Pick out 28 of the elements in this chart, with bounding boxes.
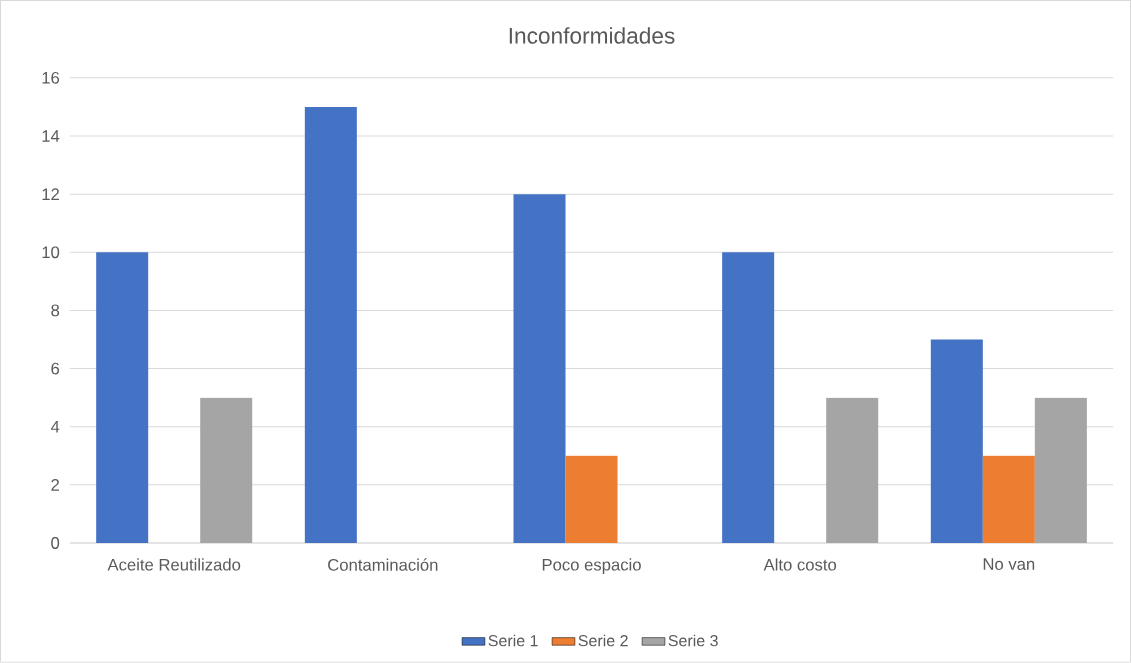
x-tick-label: Alto costo bbox=[763, 558, 837, 571]
bar bbox=[1034, 397, 1087, 544]
legend-label: Serie 3 bbox=[668, 634, 718, 647]
x-tick-label: Poco espacio bbox=[542, 558, 641, 574]
y-tick-label: 16 bbox=[42, 72, 60, 84]
bar bbox=[930, 339, 983, 544]
y-tick-label: 8 bbox=[51, 304, 60, 317]
y-tick-label: 4 bbox=[50, 421, 60, 433]
chart-title: Inconformidades bbox=[509, 27, 675, 44]
legend-label: Serie 2 bbox=[578, 634, 628, 647]
bar bbox=[722, 252, 775, 544]
bar bbox=[565, 455, 618, 544]
y-tick-label: 0 bbox=[51, 537, 60, 549]
x-tick-label: No van bbox=[983, 558, 1035, 571]
y-tick-label: 10 bbox=[42, 246, 60, 259]
bar bbox=[982, 455, 1035, 544]
bar bbox=[200, 397, 253, 544]
x-tick-label: Aceite Reutilizado bbox=[107, 558, 241, 571]
bar bbox=[304, 106, 357, 544]
y-tick-label: 2 bbox=[51, 479, 59, 491]
bar bbox=[96, 252, 149, 544]
y-tick-label: 12 bbox=[42, 188, 59, 201]
y-tick-label: 14 bbox=[42, 130, 60, 142]
x-tick-label: Contaminación bbox=[328, 558, 438, 571]
bar bbox=[513, 194, 566, 544]
bar bbox=[826, 397, 879, 544]
legend-label: Serie 1 bbox=[488, 634, 538, 647]
y-tick-label: 6 bbox=[51, 362, 60, 375]
